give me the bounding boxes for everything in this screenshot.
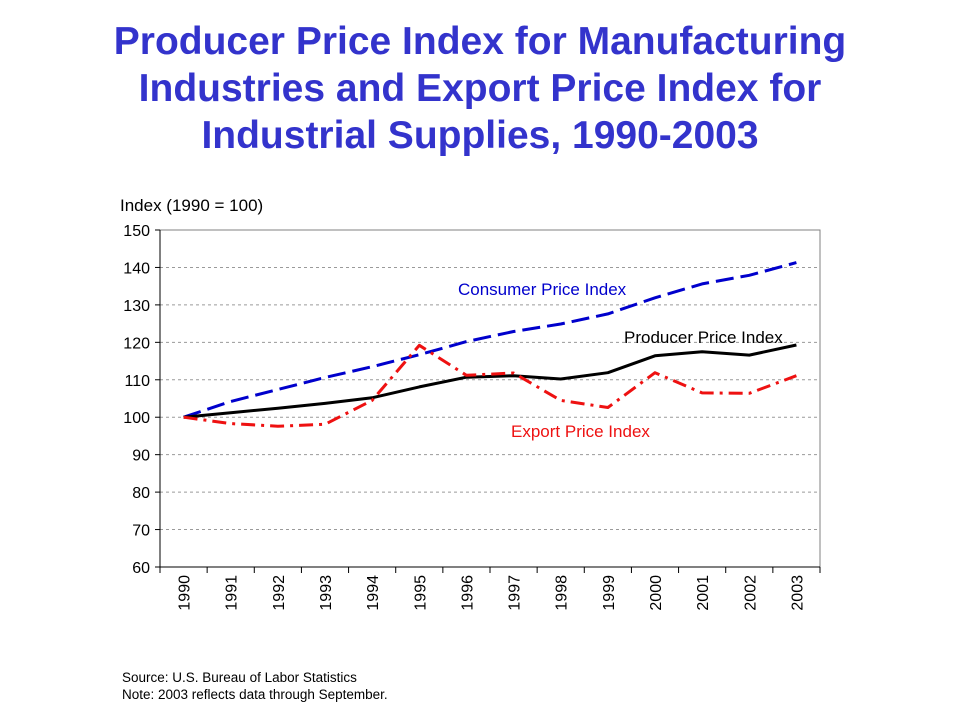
x-tick-label-2000: 2000 [648,575,665,611]
y-tick-label-70: 70 [132,523,150,540]
y-tick-label-100: 100 [123,410,150,427]
y-axis: 60 70 80 90 100 110 120 130 140 150 [123,223,161,577]
x-tick-label-1999: 1999 [601,575,618,611]
title-line-2: Industries and Export Price Index for [138,67,822,110]
y-tick-label-150: 150 [123,223,150,240]
x-tick-label-1996: 1996 [459,575,476,611]
x-tick-label-1992: 1992 [271,575,288,611]
x-tick-label-1991: 1991 [224,575,241,611]
y-axis-label: Index (1990 = 100) [120,196,263,215]
x-tick-label-1998: 1998 [554,575,571,611]
series-line-export-price-index [183,343,797,428]
x-tick-label-1994: 1994 [365,575,382,611]
x-tick-label-2003: 2003 [789,575,806,611]
y-tick-label-130: 130 [123,298,150,315]
y-tick-label-120: 120 [123,335,150,352]
series-labels: Consumer Price Index Producer Price Index… [458,280,783,441]
x-tick-label-1990: 1990 [177,575,194,611]
series-line-producer-price-index [183,343,797,419]
y-tick-label-80: 80 [132,485,150,502]
series-line-consumer-price-index [183,261,797,419]
x-axis: 1990 1991 1992 1993 1994 1995 1996 1997 1998 1999… [159,566,821,611]
y-tick-label-90: 90 [132,448,150,465]
source-note: Source: U.S. Bureau of Labor Statistics [122,670,357,685]
x-tick-label-1997: 1997 [507,575,524,611]
grid-lines [160,266,820,531]
series-label-export-price-index: Export Price Index [511,422,650,441]
y-tick-label-60: 60 [132,560,150,577]
date-note: Note: 2003 reflects data through Septemb… [122,687,388,702]
chart-title: Producer Price Index for Manufacturing I… [20,18,940,159]
title-line-1: Producer Price Index for Manufacturing [113,20,847,63]
title-line-3: Industrial Supplies, 1990-2003 [201,114,759,157]
y-tick-label-110: 110 [124,373,150,390]
x-tick-label-2002: 2002 [742,575,759,611]
notes: Source: U.S. Bureau of Labor Statistics … [122,669,388,703]
series-lines [183,261,797,428]
series-label-producer-price-index: Producer Price Index [624,328,783,347]
x-tick-label-1993: 1993 [318,575,335,611]
x-tick-label-1995: 1995 [412,575,429,611]
y-tick-label-140: 140 [123,260,150,277]
x-tick-label-2001: 2001 [695,575,712,611]
series-label-consumer-price-index: Consumer Price Index [458,280,627,299]
